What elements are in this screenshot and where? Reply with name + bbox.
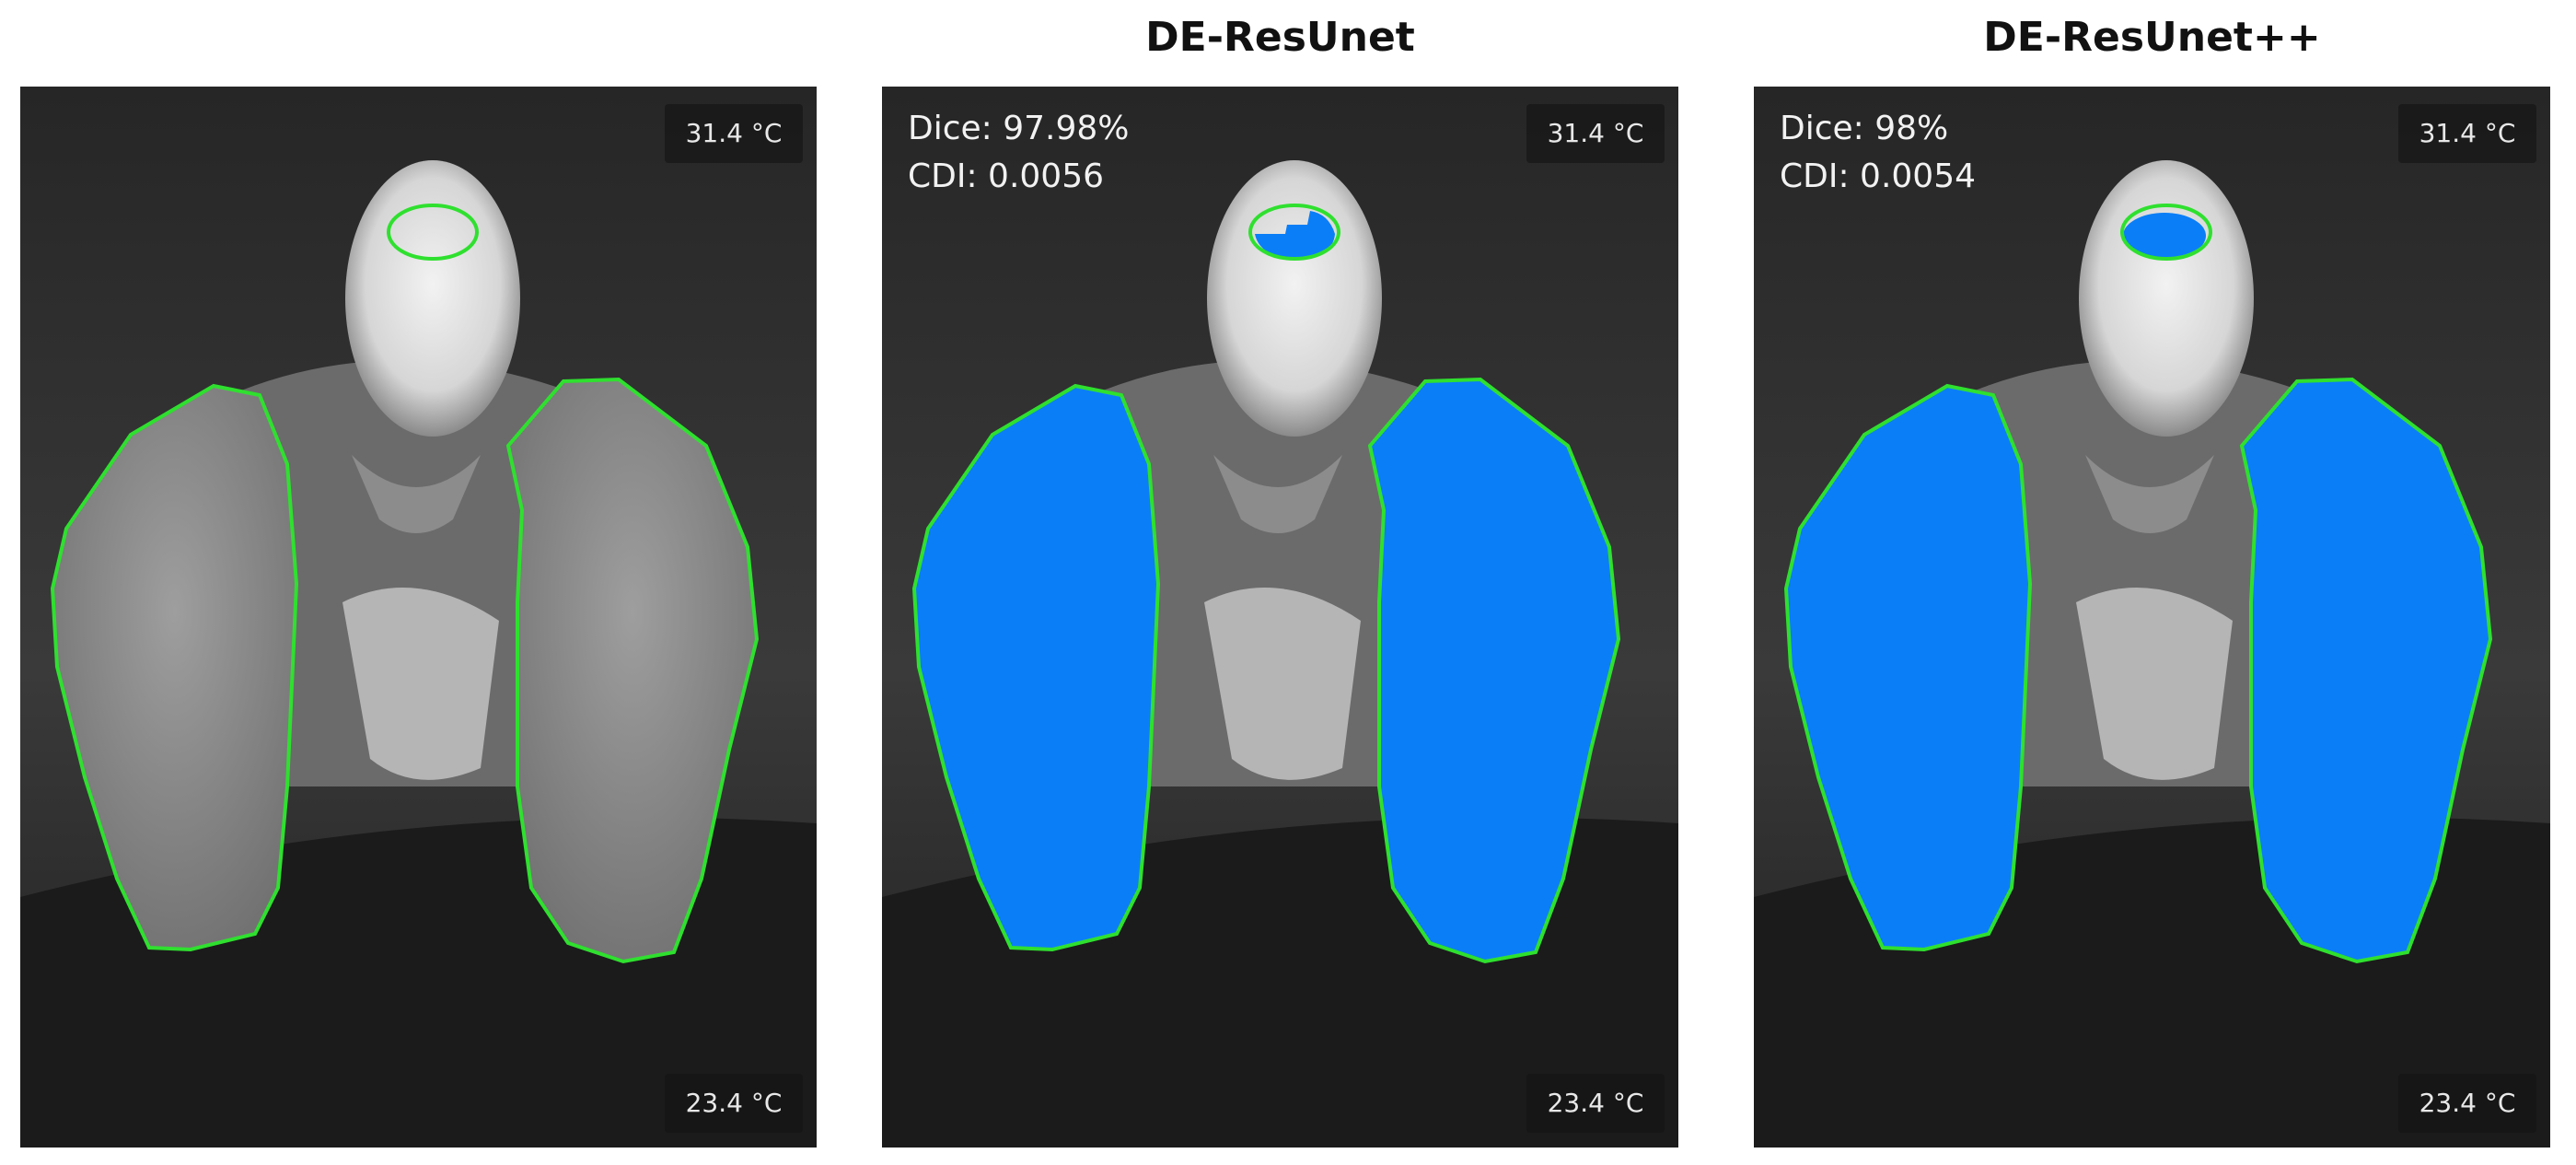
thermal-foot-image	[20, 87, 817, 1148]
metrics-box: Dice: 98% CDI: 0.0054	[1780, 105, 1976, 201]
panel-title-1	[20, 6, 817, 70]
prediction-mask-left-foot	[911, 383, 1161, 952]
ground-truth-outline-forehead	[2120, 204, 2212, 261]
thermal-foot-image	[882, 87, 1678, 1148]
temperature-min-label: 23.4 °C	[2398, 1074, 2536, 1133]
ground-truth-outline-forehead	[1248, 204, 1340, 261]
temperature-max-label: 31.4 °C	[665, 104, 803, 163]
ground-truth-outline-forehead	[387, 204, 479, 261]
thermal-image-panel-de-resunet-plus-plus: Dice: 98% CDI: 0.0054 31.4 °C 23.4 °C	[1754, 87, 2550, 1148]
temperature-max-label: 31.4 °C	[1526, 104, 1665, 163]
thermal-image-panel-de-resunet: Dice: 97.98% CDI: 0.0056 31.4 °C 23.4 °C	[882, 87, 1678, 1148]
prediction-mask-left-foot	[1783, 383, 2033, 952]
prediction-mask-forehead	[1255, 211, 1335, 260]
temperature-min-label: 23.4 °C	[665, 1074, 803, 1133]
temperature-max-label: 31.4 °C	[2398, 104, 2536, 163]
panel-title-3: DE-ResUnet++	[1983, 14, 2321, 61]
cdi-score: CDI: 0.0054	[1780, 157, 1977, 195]
dice-score: Dice: 97.98%	[908, 110, 1130, 147]
ground-truth-outline-right-foot	[505, 377, 760, 964]
cdi-score: CDI: 0.0056	[908, 157, 1105, 195]
ground-truth-outline-left-foot	[50, 383, 299, 952]
panel-title-2: DE-ResUnet	[1145, 14, 1415, 61]
metrics-box: Dice: 97.98% CDI: 0.0056	[908, 105, 1130, 201]
prediction-mask-right-foot	[1367, 377, 1621, 964]
thermal-foot-image	[1754, 87, 2550, 1148]
prediction-mask-right-foot	[2239, 377, 2493, 964]
thermal-image-panel-ground-truth: 31.4 °C 23.4 °C	[20, 87, 817, 1148]
temperature-min-label: 23.4 °C	[1526, 1074, 1665, 1133]
prediction-mask-forehead	[2123, 213, 2206, 259]
dice-score: Dice: 98%	[1780, 110, 1949, 147]
